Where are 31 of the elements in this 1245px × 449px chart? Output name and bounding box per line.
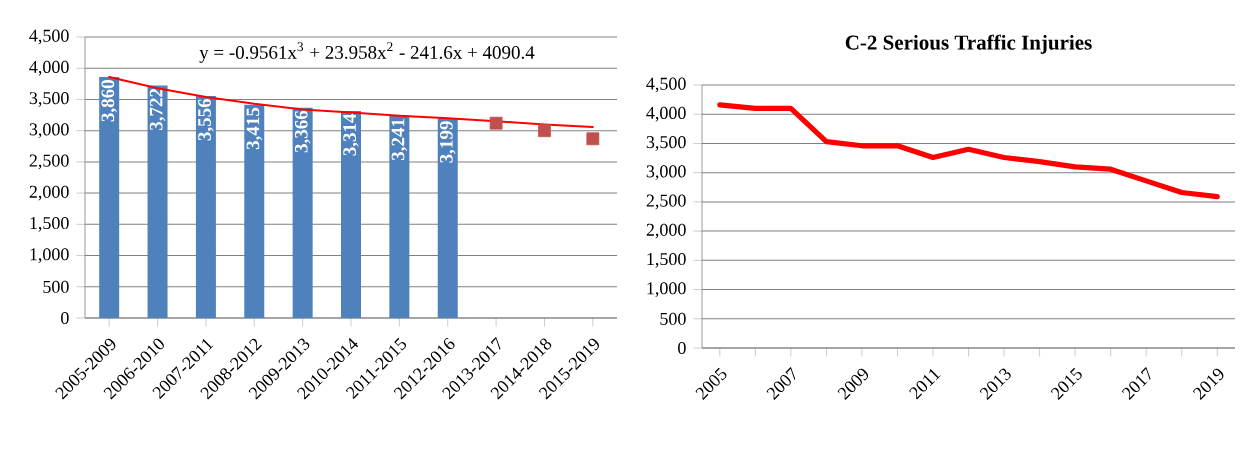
data-label: 3,241 [391,118,408,161]
y-tick-label: 3,000 [29,123,69,139]
y-tick-label: 500 [43,280,69,293]
y-tick-label: 1,500 [30,216,69,232]
y-tick-label: 0 [61,311,69,325]
chart-title: C-2 Serious Traffic Injuries [845,34,1092,54]
y-tick-label: 3,500 [646,136,686,151]
y-tick-label: 500 [660,312,686,325]
x-tick-label: 2011 [909,369,941,400]
y-tick-label: 2,500 [29,154,69,170]
annotation: y = -0.9561x$^{3}$ + 23.958x$^{2}$ - 241.6x + 4090.4 [199,42,535,63]
y-tick-label: 4,000 [29,60,69,76]
y-tick-label: 2,500 [646,194,686,210]
data-label: 3,314 [343,113,359,156]
data-label: 3,556 [198,98,214,141]
y-tick-label: 3,000 [646,165,686,181]
y-tick-label: 1,000 [30,248,69,263]
data-label: 3,366 [294,110,311,153]
y-tick-label: 0 [678,341,686,355]
y-tick-label: 1,000 [647,282,686,297]
data-label: 3,722 [149,88,166,131]
y-tick-label: 1,500 [647,252,686,268]
y-tick-label: 2,000 [646,223,686,239]
y-tick-label: 3,500 [29,92,69,107]
data-label: 3,415 [246,107,263,150]
y-tick-label: 4,500 [29,29,69,45]
y-tick-label: 2,000 [29,185,69,201]
data-label: 3,199 [439,121,456,163]
y-tick-label: 4,000 [646,106,686,122]
data-label: 3,860 [101,80,117,122]
y-tick-label: 4,500 [646,77,686,93]
